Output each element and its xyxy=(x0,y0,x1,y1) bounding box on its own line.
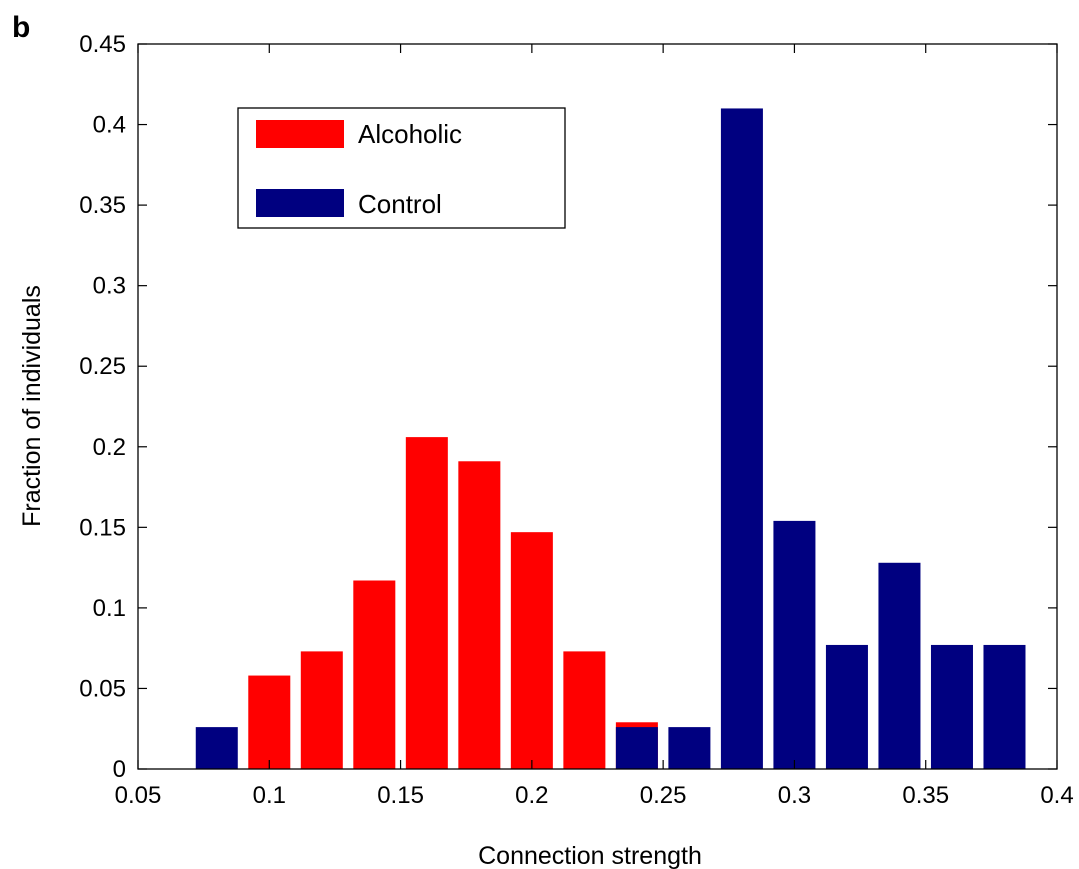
bar-control-1 xyxy=(615,727,658,769)
y-tick-label-5: 0.25 xyxy=(79,353,126,380)
ticks-layer xyxy=(137,43,1058,770)
x-tick-label-7: 0.4 xyxy=(1040,782,1073,809)
x-tick-label-4: 0.25 xyxy=(640,782,687,809)
x-tick-label-1: 0.1 xyxy=(253,782,286,809)
y-tick-label-7: 0.35 xyxy=(79,192,126,219)
bar-control-0 xyxy=(195,727,238,769)
bar-alcoholic-0 xyxy=(248,675,291,769)
bar-control-2 xyxy=(668,727,711,769)
x-tick-label-2: 0.15 xyxy=(377,782,424,809)
bar-alcoholic-4 xyxy=(458,461,501,769)
y-tick-label-4: 0.2 xyxy=(93,434,126,461)
x-axis-title: Connection strength xyxy=(478,842,702,869)
plot-frame xyxy=(137,43,1058,770)
x-tick-labels: 0.05 0.1 0.15 0.2 0.25 0.3 0.35 0.4 xyxy=(115,782,1074,809)
bar-alcoholic-3 xyxy=(405,437,448,769)
y-tick-label-0: 0 xyxy=(113,756,126,783)
panel-label: b xyxy=(12,11,30,44)
bar-control-3 xyxy=(720,108,763,769)
legend-swatch-control xyxy=(256,189,344,217)
legend-swatch-alcoholic xyxy=(256,120,344,148)
bar-control-7 xyxy=(930,644,973,769)
legend: Alcoholic Control xyxy=(237,107,566,229)
x-tick-label-0: 0.05 xyxy=(115,782,162,809)
legend-label-control: Control xyxy=(358,189,442,219)
bars-layer xyxy=(195,108,1026,769)
x-tick-label-3: 0.2 xyxy=(515,782,548,809)
y-tick-label-3: 0.15 xyxy=(79,514,126,541)
x-tick-label-6: 0.35 xyxy=(902,782,949,809)
bar-alcoholic-6 xyxy=(563,651,606,769)
bar-alcoholic-2 xyxy=(353,580,396,769)
y-tick-label-2: 0.1 xyxy=(93,595,126,622)
bar-control-5 xyxy=(825,644,868,769)
bar-control-8 xyxy=(983,644,1026,769)
y-tick-labels: 0 0.05 0.1 0.15 0.2 0.25 0.3 0.35 0.4 0.45 xyxy=(79,31,126,783)
bar-alcoholic-1 xyxy=(300,651,343,769)
y-tick-label-9: 0.45 xyxy=(79,31,126,58)
y-tick-label-8: 0.4 xyxy=(93,112,126,139)
bar-control-4 xyxy=(773,520,816,769)
y-axis-title: Fraction of individuals xyxy=(18,285,46,527)
y-tick-label-1: 0.05 xyxy=(79,675,126,702)
bar-alcoholic-5 xyxy=(510,532,553,769)
legend-label-alcoholic: Alcoholic xyxy=(358,119,462,149)
y-tick-label-6: 0.3 xyxy=(93,273,126,300)
bar-control-6 xyxy=(878,562,921,769)
x-tick-label-5: 0.3 xyxy=(778,782,811,809)
